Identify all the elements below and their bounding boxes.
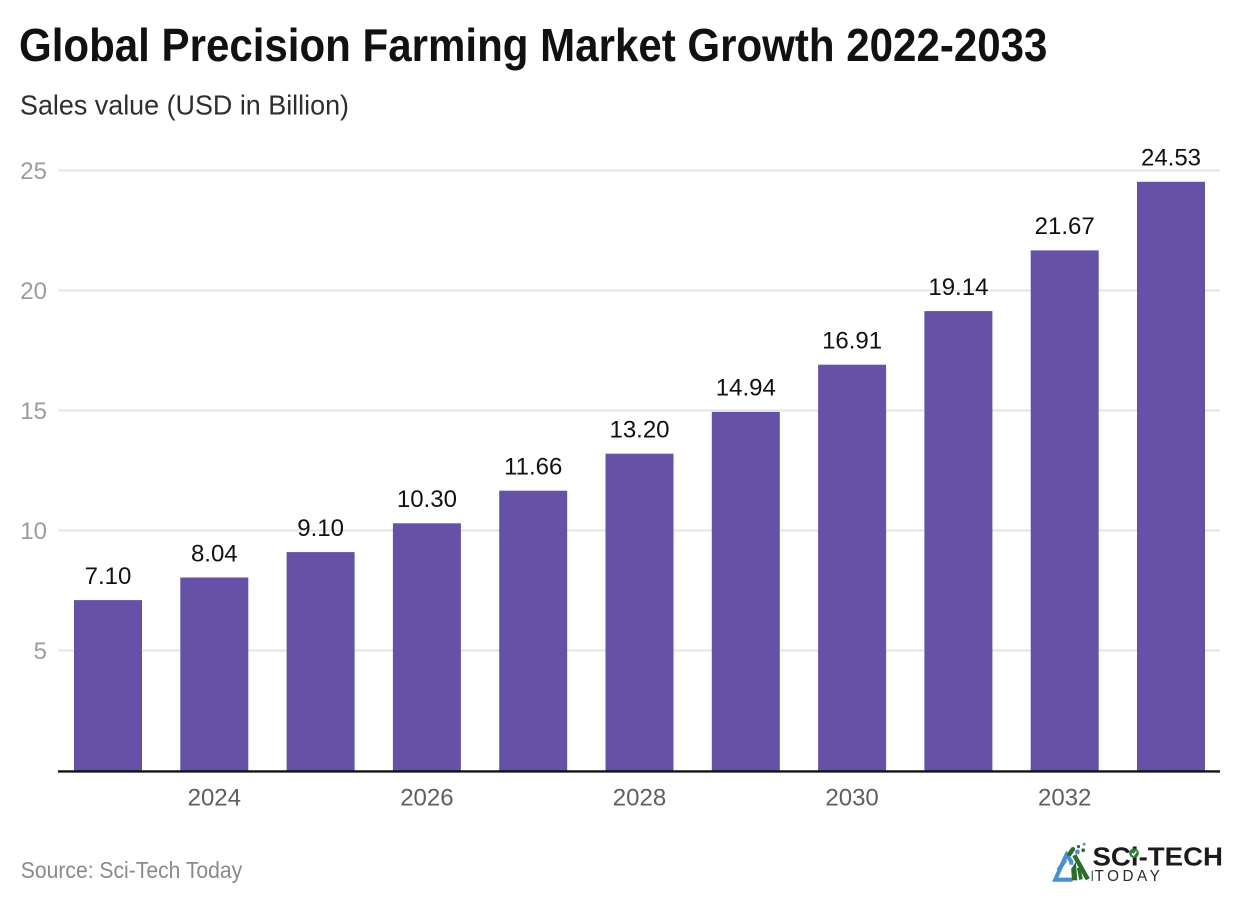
svg-text:7.10: 7.10 <box>85 563 132 590</box>
svg-text:2024: 2024 <box>188 784 241 811</box>
svg-text:8.04: 8.04 <box>191 540 238 567</box>
svg-text:21.67: 21.67 <box>1035 213 1095 240</box>
svg-text:16.91: 16.91 <box>822 328 882 355</box>
svg-text:10.30: 10.30 <box>397 486 457 513</box>
svg-text:20: 20 <box>20 278 47 305</box>
svg-text:24.53: 24.53 <box>1141 145 1201 172</box>
svg-text:15: 15 <box>20 398 47 425</box>
svg-text:13.20: 13.20 <box>609 417 669 444</box>
svg-text:9.10: 9.10 <box>297 515 344 542</box>
svg-text:19.14: 19.14 <box>928 274 988 301</box>
svg-text:14.94: 14.94 <box>716 375 776 402</box>
svg-text:Source: Sci-Tech Today: Source: Sci-Tech Today <box>21 857 243 883</box>
svg-text:2030: 2030 <box>825 784 878 811</box>
svg-text:2028: 2028 <box>613 784 666 811</box>
svg-text:11.66: 11.66 <box>504 454 562 481</box>
svg-text:SCi-TECH: SCi-TECH <box>1093 842 1224 872</box>
svg-text:Global Precision Farming Marke: Global Precision Farming Market Growth 2… <box>19 19 1047 71</box>
svg-text:2032: 2032 <box>1038 784 1091 811</box>
svg-text:Sales value (USD in Billion): Sales value (USD in Billion) <box>20 90 349 121</box>
svg-text:2026: 2026 <box>400 784 453 811</box>
svg-text:25: 25 <box>20 158 47 185</box>
svg-text:5: 5 <box>34 638 47 665</box>
svg-text:10: 10 <box>20 518 47 545</box>
svg-text:TODAY: TODAY <box>1095 868 1164 885</box>
